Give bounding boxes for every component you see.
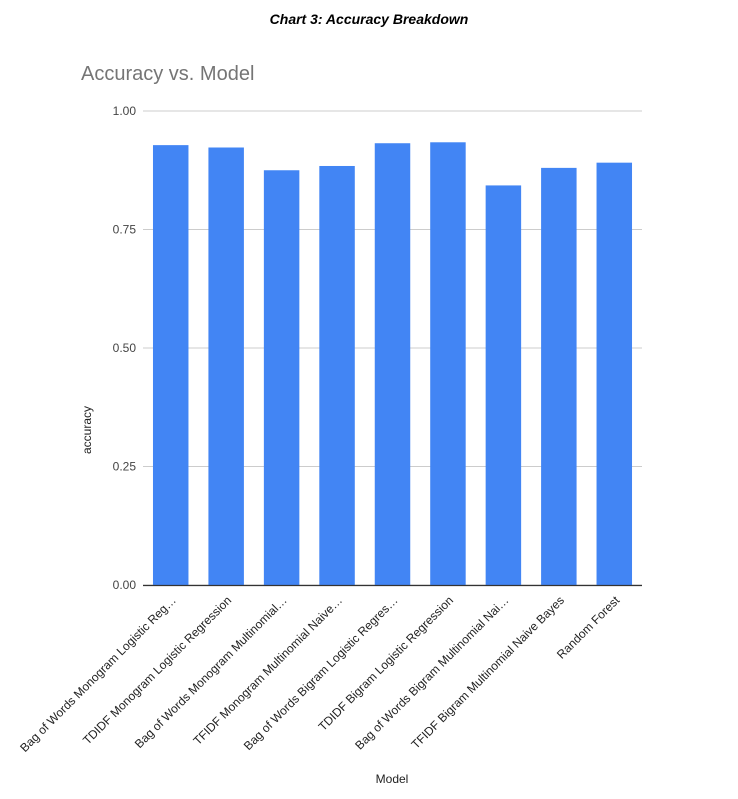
x-axis-label: Model: [376, 772, 409, 786]
bar: [485, 185, 522, 585]
y-tick-label: 1.00: [113, 104, 137, 118]
x-axis-ticks: Bag of Words Monogram Logistic Reg…TDIDF…: [17, 593, 623, 755]
bar: [319, 165, 355, 585]
chart-title: Accuracy vs. Model: [81, 63, 254, 85]
bar: [374, 143, 411, 585]
bar: [152, 145, 189, 586]
y-tick-label: 0.50: [113, 341, 137, 355]
bar: [541, 167, 577, 585]
y-tick-label: 0.75: [113, 223, 137, 237]
bar: [596, 162, 633, 585]
y-axis-label: accuracy: [80, 406, 94, 454]
bar: [263, 170, 300, 585]
chart-caption: Chart 3: Accuracy Breakdown: [269, 11, 469, 27]
y-tick-label: 0.25: [113, 460, 137, 474]
y-tick-label: 0.00: [113, 578, 137, 592]
bar: [208, 147, 244, 586]
bars: [152, 142, 633, 586]
bar: [430, 142, 466, 585]
y-axis-ticks: 0.00 0.25 0.50 0.75 1.00: [113, 104, 137, 592]
